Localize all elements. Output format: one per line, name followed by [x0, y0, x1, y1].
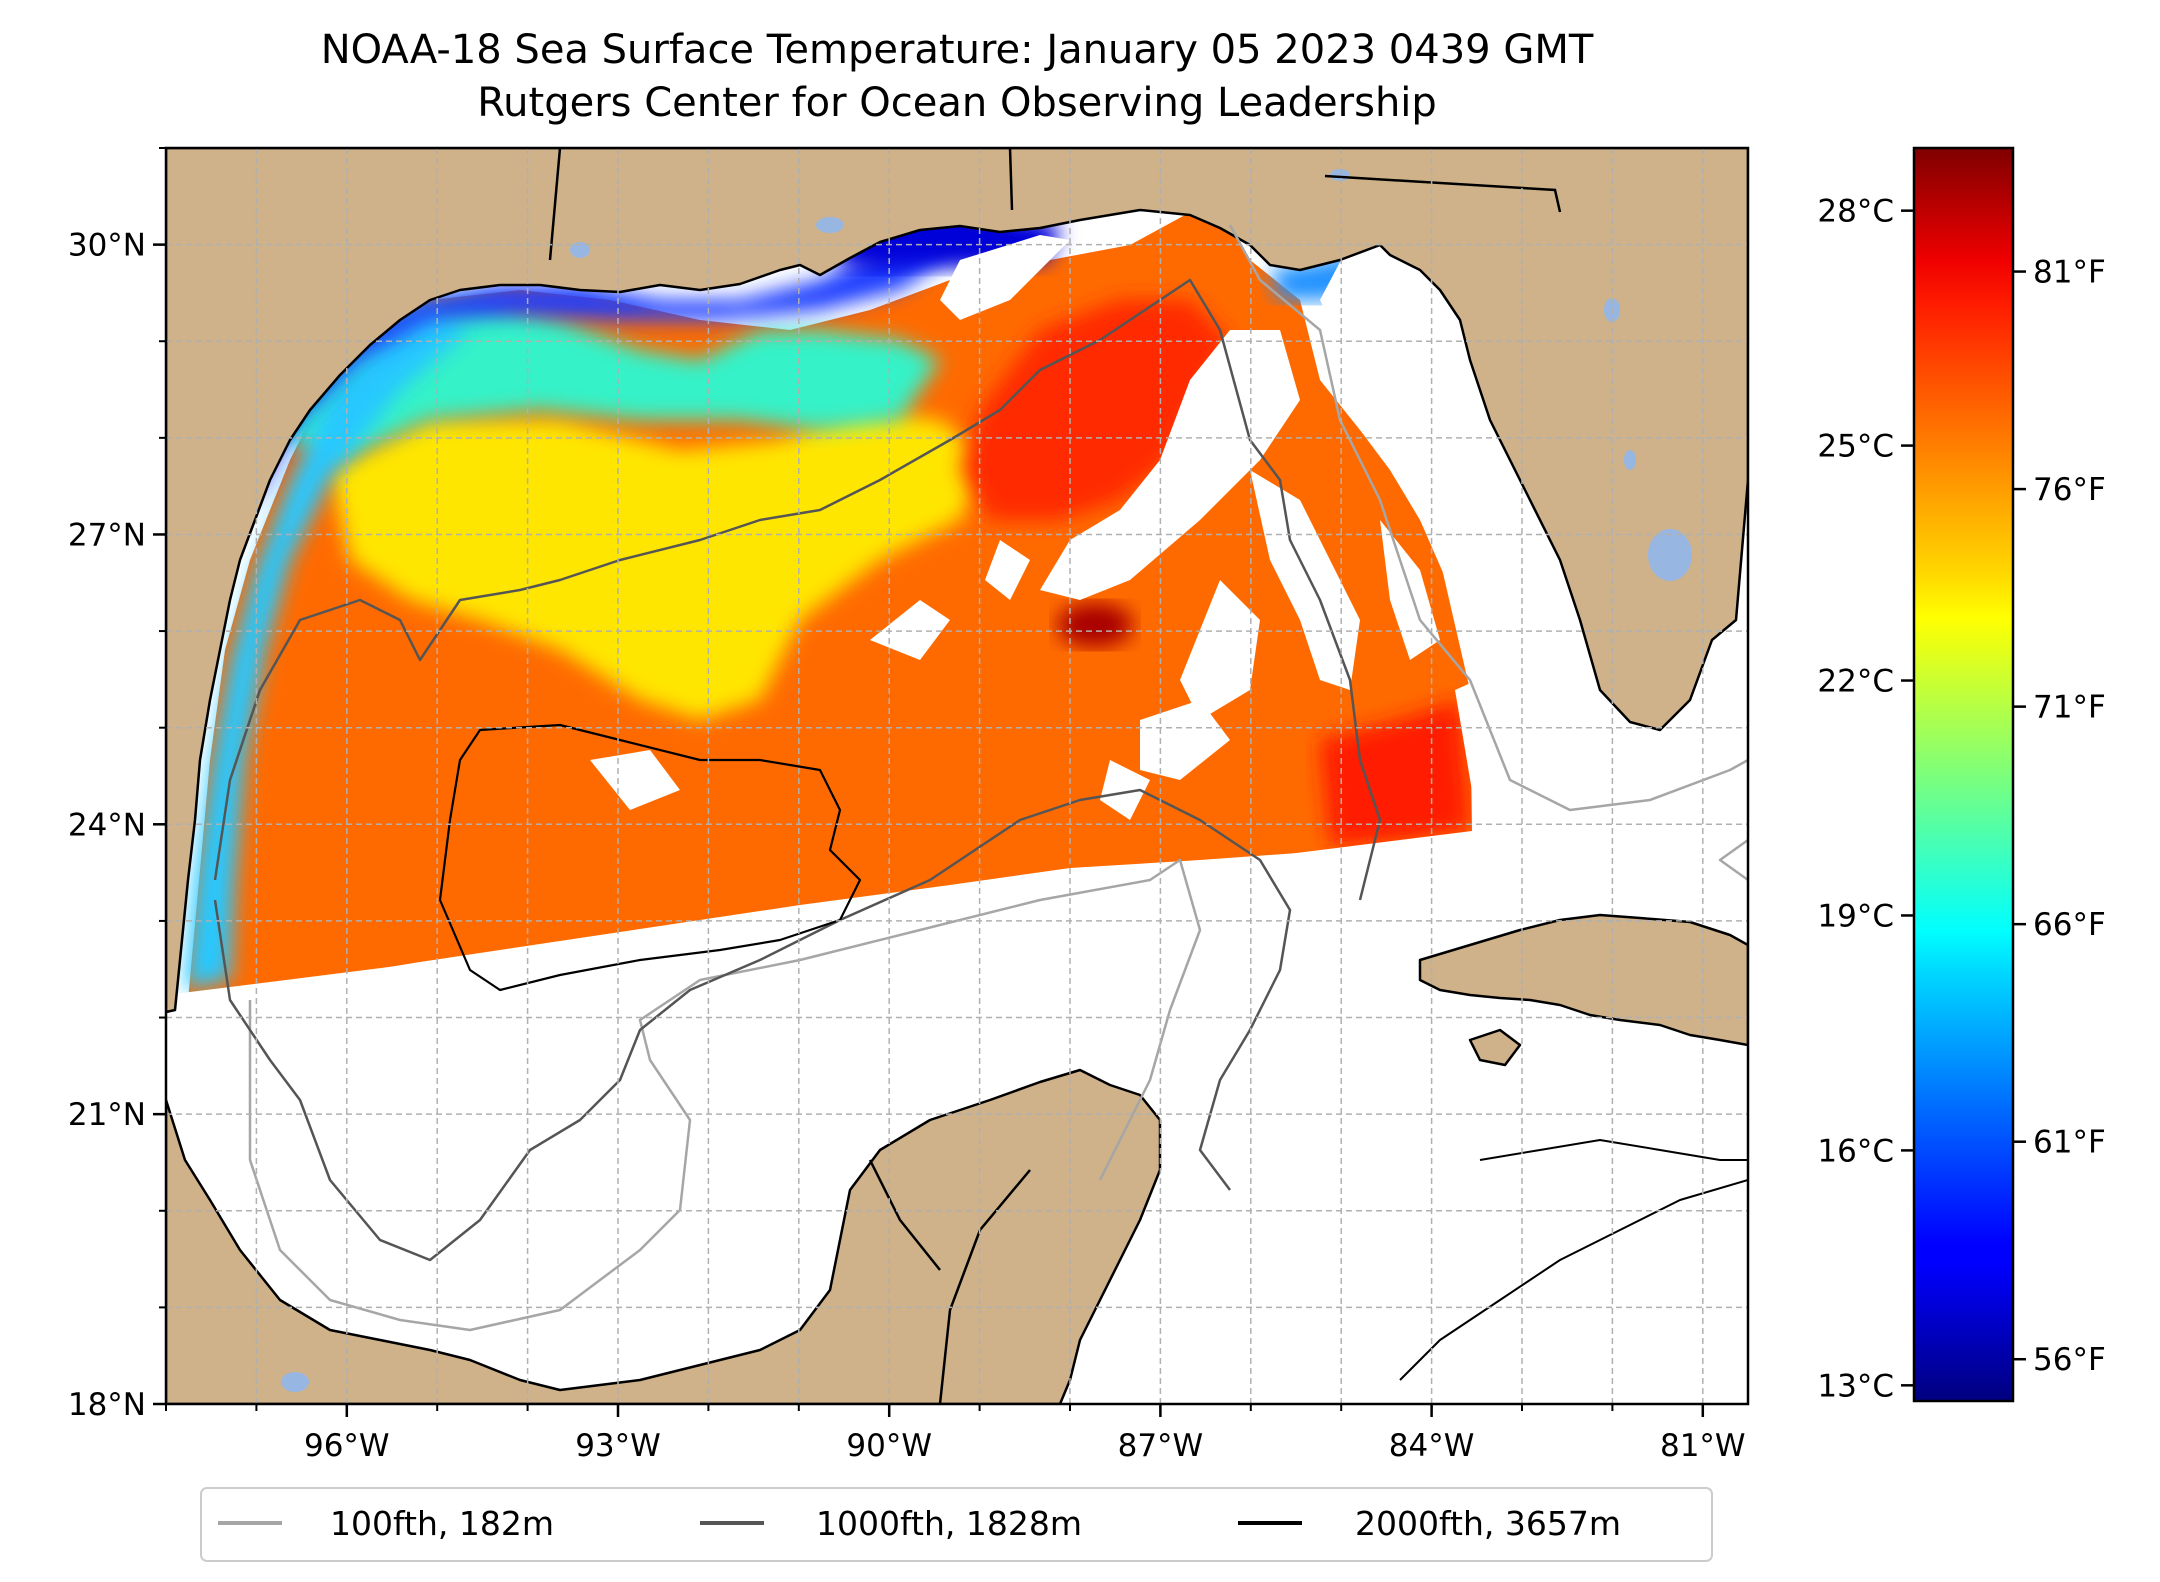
- colorbar-fahrenheit-label: 76°F: [2033, 472, 2106, 508]
- lon-tick-label: 93°W: [575, 1428, 661, 1464]
- colorbar-celsius-label: 25°C: [1817, 429, 1894, 465]
- colorbar-celsius-label: 13°C: [1817, 1368, 1894, 1404]
- legend-frame: [200, 1487, 1713, 1562]
- sst-swath-dark-red-eddy: [1057, 603, 1133, 647]
- colorbar-celsius-label: 16°C: [1817, 1133, 1894, 1169]
- colorbar-gradient: [1912, 146, 2015, 1403]
- cloud-gap: [1140, 700, 1230, 780]
- sst-swath: [166, 148, 1748, 1404]
- title-line-1: NOAA-18 Sea Surface Temperature: January…: [321, 27, 1594, 73]
- lon-tick-label: 90°W: [846, 1428, 932, 1464]
- sst-swath-western-shelf: [185, 310, 470, 990]
- land-usa: [166, 148, 1748, 1014]
- legend-label-2000fth: 2000fth, 3657m: [1355, 1504, 1621, 1543]
- colorbar: 13°C 16°C 19°C 22°C 25°C 28°C 56°F 61°F 66°F 71°…: [1817, 146, 2106, 1404]
- map-axes: 96°W 93°W 90°W 87°W 84°W 81°W 18°N 21°N 24°N 27°N…: [68, 147, 1746, 1464]
- cloud-gap: [1180, 580, 1260, 720]
- cloud-gap: [985, 540, 1030, 600]
- land-mexico-yucatan: [166, 1068, 1162, 1404]
- borders: [548, 148, 1562, 1404]
- lat-tick-label: 18°N: [68, 1387, 146, 1423]
- border-line: [548, 148, 562, 261]
- colorbar-fahrenheit-label: 66°F: [2033, 907, 2106, 943]
- legend-label-1000fth: 1000fth, 1828m: [816, 1504, 1082, 1543]
- cloud-gap: [590, 750, 680, 810]
- cloud-gap: [940, 235, 1070, 320]
- isobath-2000fth: [438, 723, 862, 992]
- border-line: [1008, 148, 1014, 211]
- gridlines: [166, 148, 1748, 1404]
- cloud-gap: [870, 600, 950, 660]
- legend: 100fth, 182m 1000fth, 1828m 2000fth, 365…: [200, 1487, 1713, 1562]
- lat-tick-label: 24°N: [68, 807, 146, 843]
- isobath-1000fth: [213, 278, 1382, 901]
- lat-tick-label: 21°N: [68, 1097, 146, 1133]
- sst-swath-mid-band: [330, 410, 990, 720]
- colorbar-fahrenheit-label: 56°F: [2033, 1342, 2106, 1378]
- lake: [1624, 450, 1636, 470]
- isobath-100fth: [248, 858, 1202, 1332]
- land-cuba: [1418, 913, 1748, 1047]
- map-panel: [166, 148, 1748, 1404]
- lake: [281, 1372, 309, 1392]
- colorbar-celsius-label: 19°C: [1817, 898, 1894, 934]
- lake: [816, 217, 844, 233]
- border-line: [1324, 174, 1562, 213]
- isobath-2000fth: [1479, 1139, 1748, 1161]
- lake: [1330, 169, 1350, 181]
- isobath-2000fth: [1399, 1179, 1748, 1381]
- isobath-100fth: [1228, 224, 1748, 812]
- sst-swath-coastal-blue: [225, 230, 960, 520]
- colorbar-celsius-label: 28°C: [1817, 194, 1894, 230]
- colorbar-celsius-label: 22°C: [1817, 664, 1894, 700]
- cloud-gap: [1040, 330, 1300, 600]
- isobath-100fth: [1718, 838, 1748, 882]
- title-line-2: Rutgers Center for Ocean Observing Leade…: [477, 80, 1437, 126]
- map-frame: [164, 146, 1750, 1406]
- land-isle-of-youth: [1468, 1028, 1522, 1067]
- colorbar-fahrenheit-label: 81°F: [2033, 255, 2106, 291]
- lon-tick-label: 96°W: [304, 1428, 390, 1464]
- colorbar-fahrenheit-axis: 56°F 61°F 66°F 71°F 76°F 81°F: [2013, 255, 2106, 1378]
- lon-tick-label: 81°W: [1660, 1428, 1746, 1464]
- cloud-gaps: [590, 210, 1440, 820]
- legend-label-100fth: 100fth, 182m: [330, 1504, 554, 1543]
- colorbar-fahrenheit-label: 71°F: [2033, 690, 2106, 726]
- lat-tick-label: 27°N: [68, 517, 146, 553]
- lat-tick-label: 30°N: [68, 228, 146, 264]
- lon-tick-label: 84°W: [1389, 1428, 1475, 1464]
- swath-lower-cut: [166, 830, 1480, 1404]
- cloud-gap: [1100, 760, 1150, 820]
- lake: [570, 242, 590, 258]
- colorbar-fahrenheit-label: 61°F: [2033, 1125, 2106, 1161]
- colorbar-celsius-axis: 13°C 16°C 19°C 22°C 25°C 28°C: [1817, 194, 1914, 1404]
- border-line: [938, 1169, 1031, 1404]
- land: [166, 148, 1748, 1404]
- lake-okeechobee: [1648, 529, 1692, 581]
- lon-tick-label: 87°W: [1118, 1428, 1204, 1464]
- border-line: [868, 1159, 941, 1271]
